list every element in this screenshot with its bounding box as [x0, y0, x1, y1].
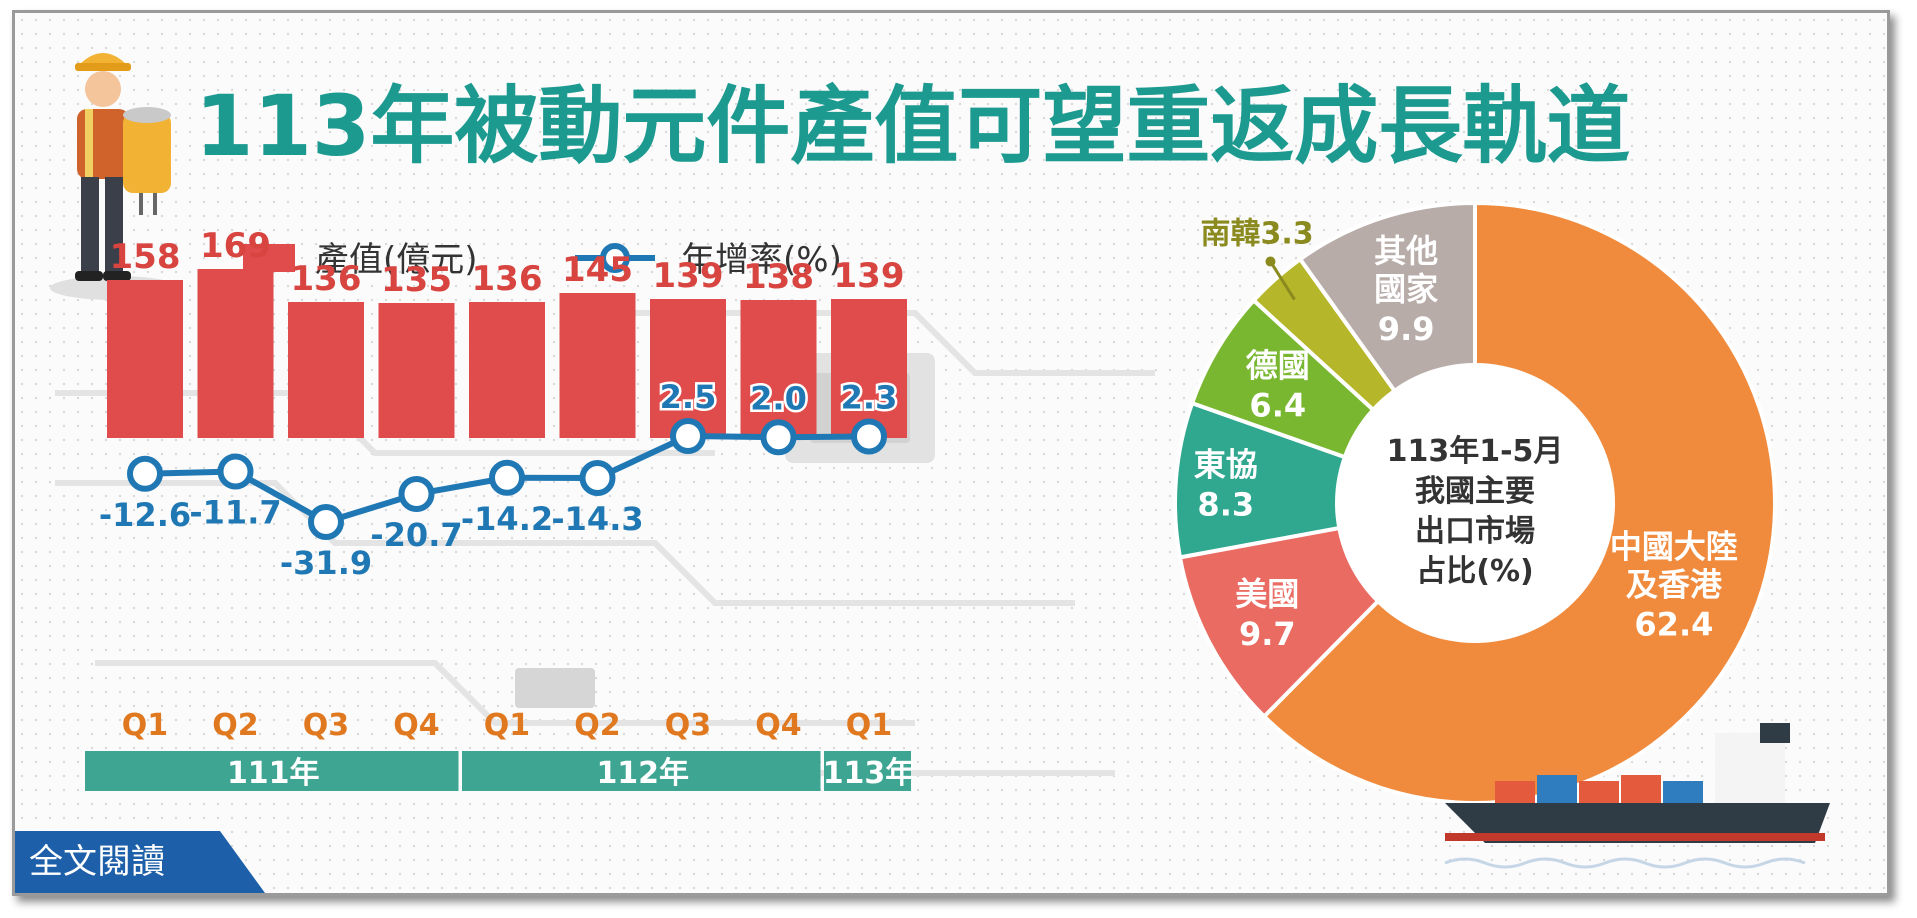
- legend-bar-swatch: [243, 244, 295, 272]
- cargo-ship-icon: [1444, 723, 1830, 869]
- rate-label: -12.6: [99, 496, 191, 534]
- quarter-label: Q3: [665, 708, 711, 743]
- bar-value-label: 158: [110, 237, 181, 277]
- rate-point: [489, 459, 525, 496]
- quarter-label: Q1: [484, 708, 530, 743]
- bar: [650, 299, 726, 438]
- bar-value-labels: 158 169 136 135 136 145 139 138 139: [110, 226, 905, 300]
- rate-point: [851, 418, 887, 455]
- pie-slice-value: 9.9: [1378, 310, 1435, 348]
- read-full-button[interactable]: 全文閱讀: [15, 831, 265, 893]
- rate-label: -14.2: [461, 500, 553, 538]
- year-band-label: 113年: [823, 756, 916, 791]
- quarter-label: Q2: [212, 708, 258, 743]
- quarter-label: Q4: [393, 708, 439, 743]
- rate-points: [127, 418, 887, 540]
- pie-slice-value: 6.4: [1249, 387, 1306, 425]
- rate-label: 2.3: [841, 379, 898, 417]
- pie-center-line: 113年1-5月: [1387, 434, 1564, 469]
- rate-point: [217, 453, 254, 490]
- pie-slice-label: 美國: [1235, 575, 1299, 613]
- rate-point: [398, 476, 435, 512]
- bar-value-label: 139: [653, 256, 724, 296]
- bar-value-label: 145: [562, 250, 633, 290]
- year-band: [824, 751, 911, 791]
- quarter-labels: Q1 Q2 Q3 Q4 Q1 Q2 Q3 Q4 Q1: [122, 708, 892, 743]
- rate-label: 2.5: [660, 378, 717, 416]
- legend-bar-label: 產值(億元): [315, 240, 478, 280]
- quarter-label: Q3: [303, 708, 349, 743]
- legend-line-label: 年增率(%): [681, 240, 842, 280]
- pie-slice: [1173, 400, 1483, 560]
- rate-point: [670, 418, 706, 454]
- bar-value-label: 135: [381, 260, 452, 300]
- pie-leader-line: [1269, 260, 1296, 301]
- bar-value-label: 138: [743, 257, 814, 297]
- pie-slice-label: 國家: [1374, 270, 1438, 308]
- pie-slice-label: 其他: [1374, 232, 1438, 270]
- bar: [559, 293, 636, 438]
- pie-center: [1335, 363, 1615, 643]
- infographic-frame: 113年被動元件產值可望重返成長軌道 產值(億元) 年增率(%) 158 169 1…: [12, 10, 1890, 896]
- pie-slice-label: 東協: [1194, 445, 1258, 483]
- quarter-label: Q1: [846, 708, 892, 743]
- quarter-label: Q2: [574, 708, 620, 743]
- rate-point: [760, 419, 797, 456]
- rate-label: 2.0: [750, 379, 807, 417]
- year-band: [462, 751, 821, 791]
- rate-label: -11.7: [189, 494, 281, 532]
- year-bands: 111年 112年 113年: [85, 751, 915, 791]
- rate-labels: -12.6-11.7 -31.9-20.7-14.2-14.3 2.5 2.0 2.3: [99, 376, 900, 583]
- bar-value-label: 136: [291, 259, 362, 299]
- quarter-label: Q1: [122, 708, 168, 743]
- legend: 產值(億元) 年增率(%): [243, 240, 842, 280]
- pie-slice-label: 德國: [1246, 347, 1310, 385]
- bar: [469, 302, 545, 438]
- year-band-label: 112年: [596, 756, 689, 791]
- bar-value-label: 139: [834, 256, 905, 296]
- bar: [831, 299, 907, 438]
- year-band: [85, 751, 459, 791]
- rate-point: [308, 504, 344, 540]
- pie-center-line: 出口市場: [1415, 514, 1535, 549]
- pie-slice-value: 3.3: [1260, 217, 1313, 252]
- infographic-canvas: 113年被動元件產值可望重返成長軌道 產值(億元) 年增率(%) 158 1691…: [50, 53, 1830, 869]
- bar-value-label: 136: [472, 259, 543, 299]
- bar: [107, 280, 183, 438]
- rate-label: -31.9: [280, 544, 372, 582]
- pie-slice-value: 62.4: [1634, 606, 1713, 644]
- rate-label: -20.7: [370, 516, 462, 554]
- bar: [378, 303, 455, 438]
- pie-slice-value: 9.7: [1239, 615, 1296, 653]
- pie-leader-dot: [1265, 256, 1276, 267]
- bar: [288, 302, 364, 438]
- bar-value-label: 169: [200, 226, 271, 266]
- pie-slice-label: 及香港: [1626, 566, 1723, 604]
- pie-slice-label: 南韓: [1200, 217, 1260, 252]
- quarter-label: Q4: [755, 708, 801, 743]
- year-band-label: 111年: [227, 756, 320, 791]
- rate-label: -14.3: [551, 500, 643, 538]
- pie-center-line: 我國主要: [1415, 474, 1535, 509]
- bar: [197, 269, 274, 438]
- bar: [740, 300, 817, 438]
- rate-point: [579, 460, 616, 496]
- legend-line-marker: [600, 243, 630, 273]
- pie-center-line: 占比(%): [1416, 554, 1533, 589]
- bar-series: [107, 269, 907, 438]
- pie-slice-label: 中國大陸: [1610, 528, 1738, 566]
- pie-slice-value: 8.3: [1197, 485, 1254, 523]
- chart-title: 113年被動元件產值可望重返成長軌道: [195, 77, 1630, 175]
- rate-point: [127, 455, 163, 492]
